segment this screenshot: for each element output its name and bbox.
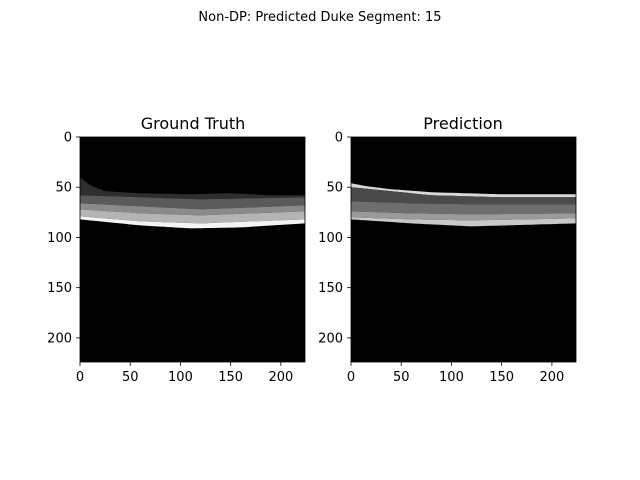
x-tick-label: 100: [439, 370, 464, 385]
panel-title: Ground Truth: [141, 114, 246, 133]
plot-frame: [79, 136, 306, 363]
y-tick-label: 0: [64, 131, 72, 146]
y-tick-label: 50: [326, 181, 343, 196]
layer-band: [80, 177, 305, 200]
y-tick-label: 100: [47, 231, 72, 246]
panel-title: Prediction: [423, 114, 502, 133]
layer-band: [80, 216, 305, 229]
y-tick-label: 150: [318, 281, 343, 296]
layer-band: [80, 195, 305, 210]
x-tick-label: 50: [122, 370, 139, 385]
layer-band: [351, 187, 576, 205]
y-tick-label: 50: [55, 181, 72, 196]
x-tick-label: 100: [168, 370, 193, 385]
y-tick-label: 150: [47, 281, 72, 296]
y-tick-label: 100: [318, 231, 343, 246]
x-tick-label: 50: [393, 370, 410, 385]
layer-band: [80, 209, 305, 224]
layer-band: [80, 203, 305, 216]
layer-band: [351, 201, 576, 215]
plot-frame: [350, 136, 577, 363]
y-tick-label: 200: [47, 331, 72, 346]
x-tick-label: 150: [489, 370, 514, 385]
panel-ground-truth: Ground Truth 0 50 100 150 200 0 50 100 150 200: [47, 114, 306, 385]
image-background: [80, 137, 305, 362]
image-background: [351, 137, 576, 362]
figure-title: Non-DP: Predicted Duke Segment: 15: [198, 10, 441, 25]
panel-prediction: Prediction 0 50 100 150 200 0 50 100 150 200: [318, 114, 577, 385]
x-tick-label: 200: [268, 370, 293, 385]
y-tick-label: 200: [318, 331, 343, 346]
x-tick-label: 0: [76, 370, 84, 385]
x-tick-label: 0: [347, 370, 355, 385]
layer-band: [351, 217, 576, 227]
layer-band: [351, 211, 576, 221]
x-tick-label: 150: [218, 370, 243, 385]
layer-band: [351, 183, 576, 198]
y-tick-label: 0: [335, 131, 343, 146]
x-tick-label: 200: [539, 370, 564, 385]
